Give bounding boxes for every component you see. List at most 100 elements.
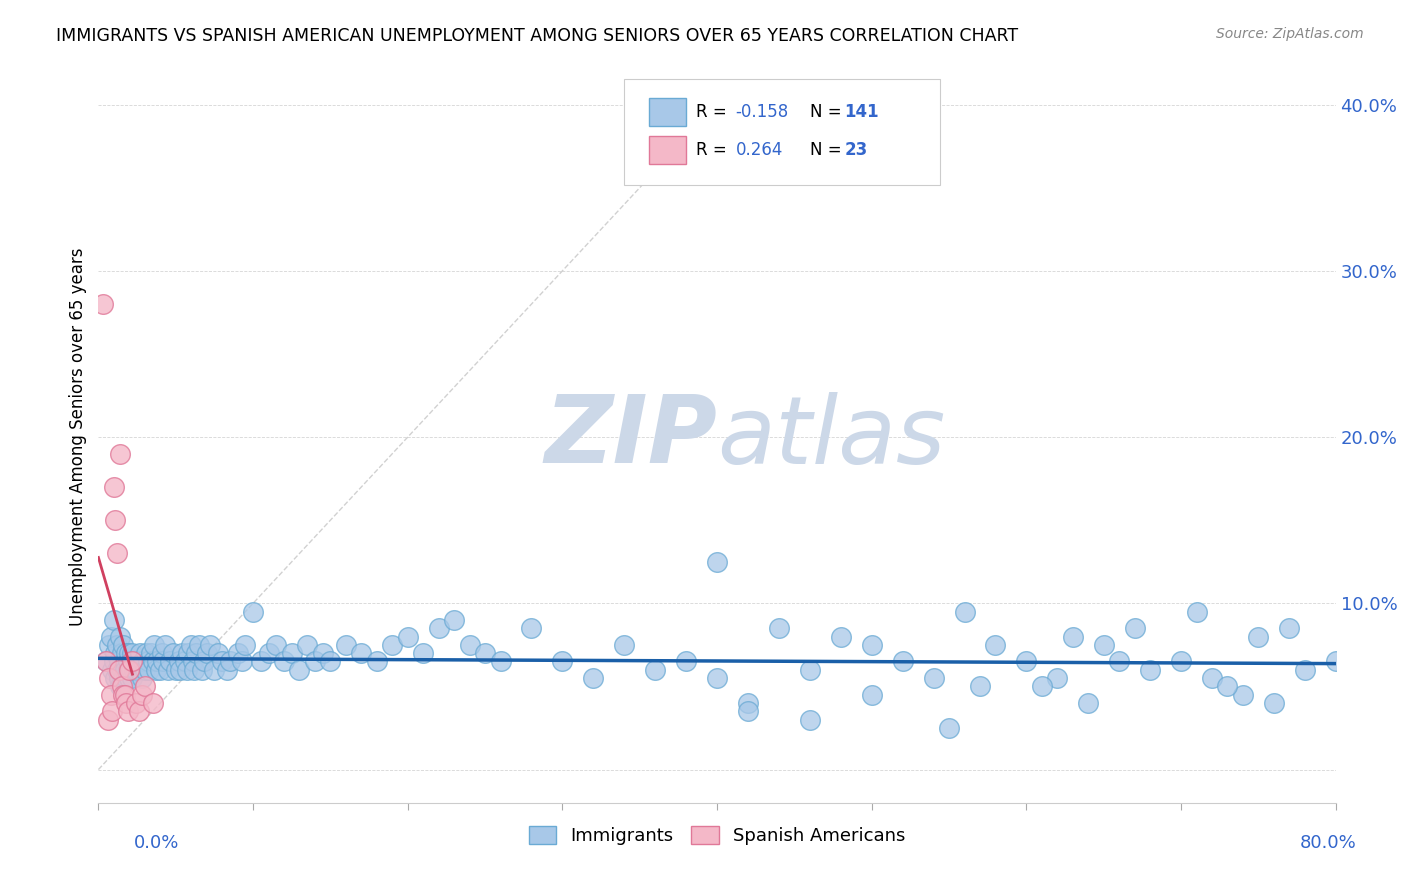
Text: R =: R =: [696, 141, 733, 160]
Point: [145, 663, 167, 677]
Point: [860, 638, 883, 652]
Point: [1216, 680, 1239, 694]
Point: [121, 655, 143, 669]
Point: [117, 705, 139, 719]
Point: [108, 630, 131, 644]
Point: [1294, 663, 1316, 677]
Point: [458, 638, 481, 652]
Point: [105, 638, 128, 652]
Point: [273, 655, 295, 669]
Point: [1092, 638, 1115, 652]
Point: [170, 646, 193, 660]
Point: [312, 646, 335, 660]
Point: [181, 655, 204, 669]
Point: [122, 655, 145, 669]
Point: [115, 696, 138, 710]
Point: [381, 638, 404, 652]
Point: [112, 638, 135, 652]
Text: N =: N =: [810, 141, 846, 160]
Point: [124, 696, 146, 710]
Point: [108, 447, 131, 461]
Point: [114, 663, 136, 677]
Point: [1201, 671, 1223, 685]
Point: [167, 655, 190, 669]
Point: [129, 646, 152, 660]
Point: [141, 696, 165, 710]
Text: 23: 23: [845, 141, 868, 160]
Point: [1232, 688, 1254, 702]
Point: [984, 638, 1007, 652]
Point: [104, 671, 127, 685]
Point: [157, 663, 180, 677]
Point: [128, 705, 150, 719]
Text: 0.264: 0.264: [735, 141, 783, 160]
Point: [169, 663, 191, 677]
Point: [131, 688, 153, 702]
Point: [922, 671, 945, 685]
Point: [107, 655, 129, 669]
Point: [114, 655, 136, 669]
Point: [121, 646, 143, 660]
Point: [104, 513, 127, 527]
Point: [520, 621, 543, 635]
Point: [101, 663, 124, 677]
Point: [118, 671, 141, 685]
Point: [107, 671, 129, 685]
Text: Source: ZipAtlas.com: Source: ZipAtlas.com: [1216, 27, 1364, 41]
Point: [412, 646, 434, 660]
Point: [121, 671, 143, 685]
Point: [141, 655, 165, 669]
Point: [1139, 663, 1161, 677]
Point: [288, 663, 311, 677]
Point: [551, 655, 574, 669]
Point: [1263, 696, 1285, 710]
Point: [98, 671, 121, 685]
Point: [737, 696, 759, 710]
Point: [706, 555, 728, 569]
Point: [112, 688, 135, 702]
Point: [1324, 655, 1347, 669]
Point: [1108, 655, 1130, 669]
Point: [118, 663, 141, 677]
Point: [250, 655, 273, 669]
Point: [108, 680, 131, 694]
Point: [117, 663, 139, 677]
Text: ZIP: ZIP: [544, 391, 717, 483]
Point: [143, 638, 166, 652]
Point: [96, 655, 118, 669]
Point: [135, 646, 157, 660]
Point: [396, 630, 419, 644]
Point: [297, 638, 319, 652]
Point: [198, 638, 221, 652]
Point: [1247, 630, 1270, 644]
Point: [264, 638, 288, 652]
Point: [111, 646, 132, 660]
Point: [860, 688, 883, 702]
Point: [489, 655, 512, 669]
Point: [134, 663, 156, 677]
Point: [1170, 655, 1192, 669]
Point: [799, 713, 821, 727]
Point: [97, 713, 120, 727]
Point: [281, 646, 304, 660]
Point: [124, 663, 146, 677]
Point: [1015, 655, 1038, 669]
Point: [304, 655, 326, 669]
Point: [1062, 630, 1084, 644]
Point: [176, 663, 198, 677]
Point: [128, 663, 150, 677]
Point: [122, 663, 145, 677]
Point: [219, 655, 242, 669]
Point: [830, 630, 852, 644]
Point: [474, 646, 496, 660]
Point: [188, 638, 211, 652]
Point: [131, 671, 153, 685]
Point: [427, 621, 450, 635]
Point: [152, 655, 174, 669]
Point: [107, 663, 129, 677]
Point: [101, 705, 124, 719]
Point: [96, 655, 118, 669]
Point: [969, 680, 991, 694]
Y-axis label: Unemployment Among Seniors over 65 years: Unemployment Among Seniors over 65 years: [69, 248, 87, 626]
Point: [146, 655, 169, 669]
